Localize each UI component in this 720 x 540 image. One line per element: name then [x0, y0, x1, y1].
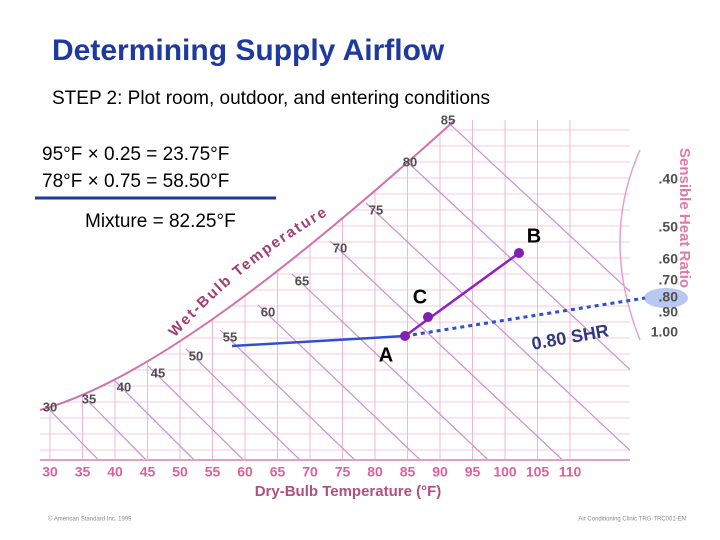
- mix-line: [404, 251, 520, 338]
- wet-bulb-line: [40, 399, 109, 460]
- dry-bulb-label: 80: [367, 464, 383, 480]
- dry-bulb-label: 55: [205, 464, 221, 480]
- shr-line: [404, 296, 646, 338]
- wet-bulb-label: 30: [43, 399, 57, 414]
- dry-bulb-label: 100: [493, 464, 517, 480]
- wet-bulb-line: [329, 240, 574, 460]
- dry-bulb-label: 75: [335, 464, 351, 480]
- shr-label: .60: [659, 251, 679, 267]
- wet-bulb-line: [365, 202, 630, 460]
- shr-label: .40: [659, 171, 679, 187]
- wet-bulb-line: [113, 379, 205, 460]
- shr-scale: [619, 149, 641, 341]
- wet-bulb-label: 65: [295, 273, 309, 288]
- dry-bulb-label: 50: [172, 464, 188, 480]
- wet-bulb-line: [185, 348, 311, 460]
- wet-bulb-label: 50: [189, 348, 203, 363]
- title: Determining Supply Airflow: [52, 34, 445, 67]
- wet-bulb-line: [257, 304, 432, 460]
- wet-bulb-line: [437, 120, 630, 460]
- wet-bulb-line: [399, 154, 630, 460]
- point-label: B: [527, 225, 541, 247]
- point-label: C: [413, 286, 427, 308]
- dry-bulb-label: 40: [107, 464, 123, 480]
- saturation-curve: [39, 119, 456, 411]
- dry-bulb-label: 45: [140, 464, 156, 480]
- dry-bulb-label: 105: [526, 464, 550, 480]
- point-label: A: [379, 344, 393, 366]
- wet-bulb-line: [291, 273, 500, 460]
- wet-bulb-label: 60: [261, 304, 275, 319]
- wet-bulb-label: 75: [369, 202, 383, 217]
- point: [423, 312, 433, 322]
- shr-label: 1.00: [651, 324, 678, 340]
- point: [400, 331, 410, 341]
- dry-bulb-label: 70: [302, 464, 318, 480]
- shr-title: Sensible Heat Ratio: [676, 148, 693, 288]
- wet-bulb-line: [147, 365, 255, 460]
- shr-highlight: [644, 288, 688, 308]
- dry-bulb-label: 110: [559, 464, 582, 480]
- shr-label: .70: [659, 272, 679, 288]
- room-line: [231, 334, 406, 348]
- shr-label: .80: [659, 289, 679, 305]
- footer-left: © American Standard Inc. 1999: [48, 516, 132, 523]
- dry-bulb-title: Dry-Bulb Temperature (°F): [255, 483, 442, 500]
- subtitle: STEP 2: Plot room, outdoor, and entering…: [52, 88, 490, 109]
- wet-bulb-label: 45: [151, 365, 165, 380]
- dry-bulb-label: 35: [75, 464, 91, 480]
- point: [514, 248, 524, 258]
- calc-result: Mixture = 82.25°F: [85, 211, 236, 232]
- wet-bulb-label: 55: [223, 329, 237, 344]
- dry-bulb-label: 65: [270, 464, 286, 480]
- shr-label: .90: [659, 304, 679, 320]
- wet-bulb-label: 35: [82, 391, 96, 406]
- dry-bulb-label: 95: [465, 464, 481, 480]
- wet-bulb-label: 85: [441, 112, 455, 127]
- footer-right: Air Conditioning Clinic TRG-TRC001-EN: [578, 517, 686, 523]
- calc-line: 95°F × 0.25 = 23.75°F: [42, 144, 229, 165]
- dry-bulb-label: 60: [237, 464, 253, 480]
- calc-line: 78°F × 0.75 = 58.50°F: [42, 171, 229, 192]
- dry-bulb-label: 85: [400, 464, 416, 480]
- wet-bulb-label: 80: [403, 154, 417, 169]
- wet-bulb-line: [219, 329, 366, 460]
- dry-bulb-label: 90: [432, 464, 448, 480]
- chart-grid: [40, 120, 630, 460]
- shr-label: .50: [659, 219, 679, 235]
- wet-bulb-label: 40: [117, 379, 131, 394]
- dry-bulb-label: 30: [42, 464, 58, 480]
- wet-bulb-label: 70: [333, 240, 347, 255]
- wet-bulb-line: [78, 391, 157, 460]
